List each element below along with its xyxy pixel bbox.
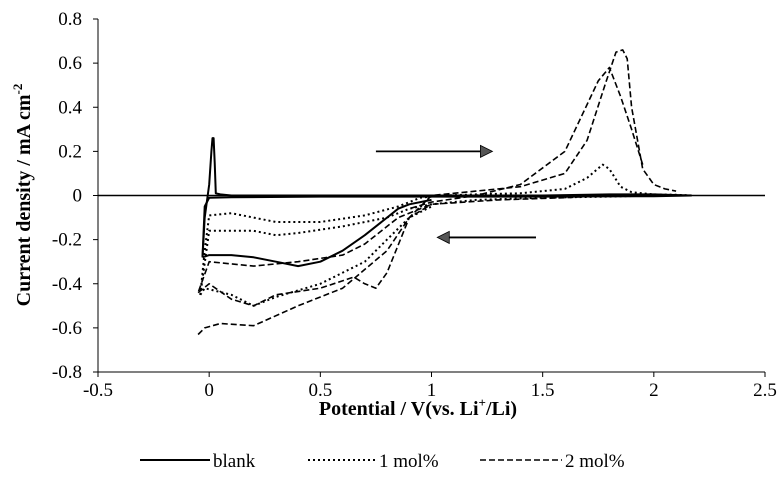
series-line — [197, 194, 610, 293]
y-tick-label: -0.4 — [52, 274, 83, 295]
x-axis-title: Potential / V(vs. Li+/Li) — [319, 395, 517, 420]
series-line — [199, 205, 432, 307]
series-line — [197, 203, 432, 307]
x-tick-label: 1.5 — [531, 380, 555, 401]
series-line — [199, 163, 692, 295]
legend-label: 1 mol% — [379, 451, 439, 472]
legend: blank 1 mol% 2 mol% — [140, 451, 625, 472]
x-tick-label: 0.5 — [308, 380, 332, 401]
series-layer — [197, 49, 692, 336]
y-tick-label: 0.8 — [58, 9, 82, 30]
y-tick-label: -0.6 — [52, 318, 82, 339]
arrow-right — [375, 144, 494, 159]
y-tick-labels: 0.8 0.6 0.4 0.2 0 -0.2 -0.4 -0.6 -0.8 — [52, 9, 83, 383]
y-tick-label: 0.6 — [58, 53, 82, 74]
x-tick-label: 2.5 — [753, 380, 777, 401]
series-blank — [201, 137, 692, 268]
series-line — [201, 137, 692, 258]
series-line — [409, 66, 644, 210]
legend-label: blank — [213, 451, 256, 472]
legend-label: 2 mol% — [565, 451, 625, 472]
series-2-mol- — [197, 49, 677, 336]
x-tick-labels: -0.5 0 0.5 1 1.5 2 2.5 — [83, 380, 777, 401]
y-axis-title: Current density / mA cm-2 — [10, 84, 35, 307]
series-1-mol- — [199, 163, 692, 307]
y-tick-label: 0.4 — [58, 97, 82, 118]
arrow-head — [436, 230, 450, 245]
x-tick-label: 0 — [204, 380, 214, 401]
series-line — [197, 49, 677, 336]
series-line — [202, 198, 432, 268]
x-tick-label: 2 — [649, 380, 659, 401]
series-line — [199, 194, 692, 295]
y-tick-label: 0 — [73, 186, 83, 207]
series-line — [201, 194, 692, 258]
arrow-head — [480, 144, 494, 159]
x-tick-label: -0.5 — [83, 380, 113, 401]
annotation-layer — [375, 144, 536, 245]
arrow-left — [436, 230, 536, 245]
y-tick-label: 0.2 — [58, 141, 82, 162]
y-tick-label: -0.2 — [52, 230, 82, 251]
y-tick-label: -0.8 — [52, 362, 82, 383]
x-tick-label: 1 — [427, 380, 437, 401]
